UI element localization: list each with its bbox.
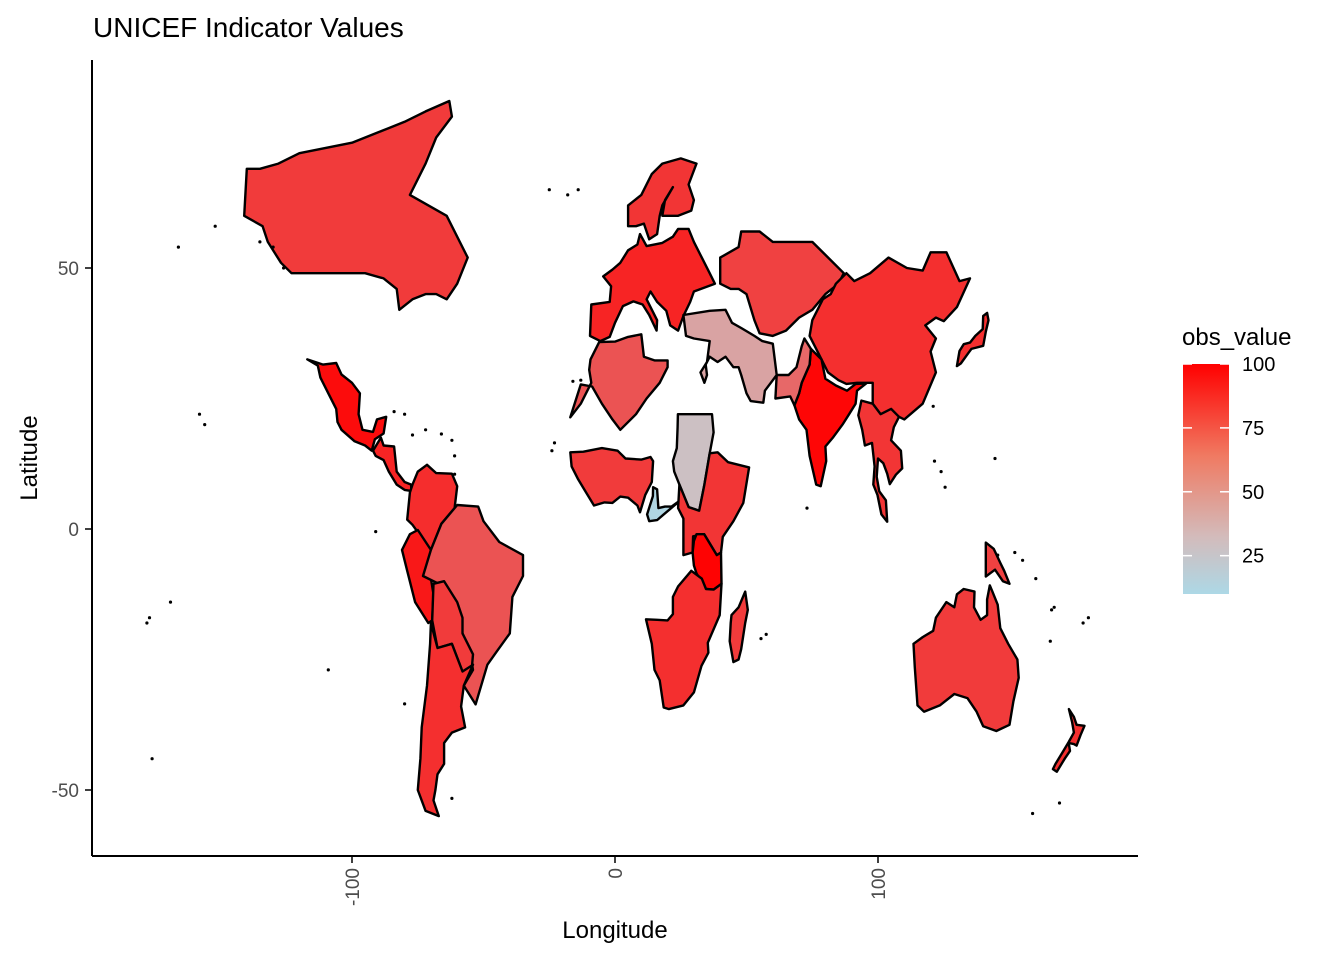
region-east-africa	[676, 451, 751, 557]
region-central-african-republic	[645, 486, 682, 523]
island-dot	[450, 438, 454, 442]
region-southeast-asia	[857, 399, 904, 523]
island-dot	[453, 454, 457, 458]
island-dot	[403, 702, 407, 706]
island-dot	[374, 530, 378, 534]
island-dot	[1031, 811, 1035, 816]
y-axis-title: Latitude	[16, 415, 43, 500]
island-dot	[439, 432, 443, 436]
island-dot	[1048, 639, 1052, 643]
region-madagascar	[728, 590, 749, 664]
island-dot	[453, 472, 457, 476]
region-pakistan	[774, 337, 813, 407]
island-dot	[282, 266, 286, 270]
island-dot	[450, 796, 454, 801]
island-dot	[931, 404, 935, 408]
region-europe	[588, 227, 717, 343]
axis-ticks: -100 0 100 50 0 -50	[52, 259, 890, 906]
island-dot	[168, 600, 173, 604]
island-dot	[805, 506, 809, 510]
island-dot	[576, 188, 580, 192]
x-axis-title: Longitude	[562, 917, 667, 944]
y-tick-label: -50	[52, 781, 79, 802]
region-russia-central-asia	[719, 230, 845, 338]
island-dot	[1013, 550, 1017, 555]
island-dot	[326, 668, 330, 672]
legend-break-label: 100	[1242, 354, 1275, 376]
x-tick-label: -100	[343, 868, 364, 906]
island-dot	[547, 188, 551, 192]
island-dot	[764, 632, 768, 637]
region-west-africa	[569, 446, 655, 514]
island-dot	[176, 245, 180, 249]
island-dot	[213, 224, 217, 228]
island-dot	[1086, 616, 1090, 620]
island-dot	[550, 449, 554, 453]
island-dot	[1021, 558, 1025, 562]
island-dot	[993, 456, 997, 461]
legend-break-label: 25	[1242, 546, 1264, 568]
region-japan	[955, 311, 990, 368]
y-tick-label: 0	[68, 520, 79, 541]
region-southern-africa	[644, 569, 723, 711]
island-dot	[552, 441, 557, 445]
legend-colorbar	[1183, 364, 1229, 594]
island-dot	[197, 412, 202, 416]
island-layer	[145, 188, 1090, 816]
region-north-africa	[569, 333, 669, 431]
island-dot	[566, 193, 570, 197]
island-dot	[392, 410, 396, 414]
island-dot	[571, 379, 575, 383]
island-dot	[424, 428, 428, 432]
island-dot	[759, 637, 763, 641]
island-dot	[145, 621, 149, 625]
region-argentina-chile	[416, 621, 475, 818]
region-australia	[912, 584, 1020, 733]
region-central-america	[371, 436, 413, 493]
island-dot	[932, 459, 937, 463]
legend-breaks: 100 75 50 25	[1183, 354, 1275, 568]
island-dot	[1057, 801, 1062, 805]
chart-title: UNICEF Indicator Values	[93, 12, 404, 43]
region-new-zealand	[1051, 707, 1086, 773]
island-dot	[996, 553, 1000, 557]
region-china-mongolia	[808, 251, 972, 421]
region-middle-east	[682, 308, 778, 404]
legend-break-label: 75	[1242, 418, 1264, 440]
island-dot	[271, 245, 275, 249]
legend-break-label: 50	[1242, 482, 1264, 504]
island-dot	[203, 423, 207, 427]
y-tick-label: 50	[58, 259, 79, 280]
island-dot	[1050, 608, 1054, 612]
country-layer	[242, 99, 1086, 818]
island-dot	[403, 412, 407, 416]
legend-title: obs_value	[1182, 324, 1291, 351]
region-scandinavia	[626, 157, 698, 241]
region-mexico	[306, 358, 388, 452]
island-dot	[579, 378, 583, 382]
island-dot	[258, 240, 262, 244]
region-canada	[242, 99, 469, 311]
island-dot	[150, 757, 154, 761]
island-dot	[1052, 605, 1056, 609]
region-papua-new-guinea	[984, 541, 1011, 585]
x-tick-label: 100	[869, 868, 890, 900]
island-dot	[147, 616, 152, 620]
island-dot	[939, 470, 943, 474]
island-dot	[943, 485, 947, 489]
island-dot	[1034, 577, 1038, 581]
island-dot	[1081, 621, 1085, 625]
x-tick-label: 0	[606, 868, 627, 879]
island-dot	[410, 433, 415, 437]
